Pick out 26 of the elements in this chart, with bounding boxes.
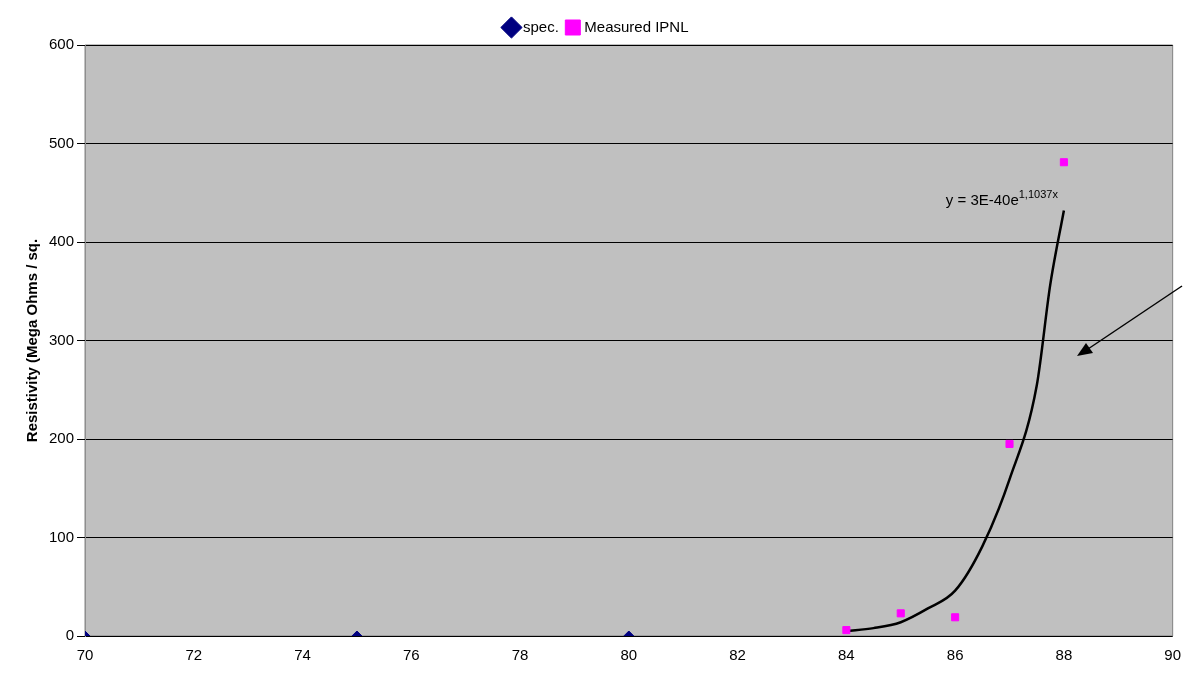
x-tick-label: 80 bbox=[620, 646, 638, 664]
x-tick-label: 90 bbox=[1164, 646, 1181, 664]
y-tick-label: 200 bbox=[49, 429, 75, 447]
y-tick-label: 100 bbox=[49, 527, 75, 545]
point bbox=[1059, 158, 1068, 167]
point bbox=[1005, 439, 1014, 448]
legend-label: Measured IPNL bbox=[584, 17, 689, 35]
x-tick-label: 84 bbox=[838, 646, 855, 664]
y-tick-label: 600 bbox=[49, 35, 75, 53]
x-tick-label: 72 bbox=[185, 646, 203, 664]
x-tick-label: 88 bbox=[1055, 646, 1073, 664]
point bbox=[951, 613, 960, 622]
y-tick-label: 300 bbox=[49, 330, 75, 348]
x-tick-label: 82 bbox=[729, 646, 746, 664]
x-tick-label: 86 bbox=[946, 646, 964, 664]
x-tick-label: 74 bbox=[294, 646, 311, 664]
y-axis-title: Resistivity (Mega Ohms / sq. bbox=[23, 238, 41, 443]
x-tick-label: 78 bbox=[511, 646, 529, 664]
legend-label: spec. bbox=[522, 17, 559, 35]
y-tick-label: 500 bbox=[49, 133, 75, 151]
y-tick-label: 400 bbox=[49, 232, 75, 250]
x-tick-label: 76 bbox=[402, 646, 420, 664]
point bbox=[896, 609, 905, 618]
y-tick-label: 0 bbox=[65, 626, 75, 644]
point bbox=[842, 626, 851, 635]
x-tick-label: 70 bbox=[76, 646, 94, 664]
